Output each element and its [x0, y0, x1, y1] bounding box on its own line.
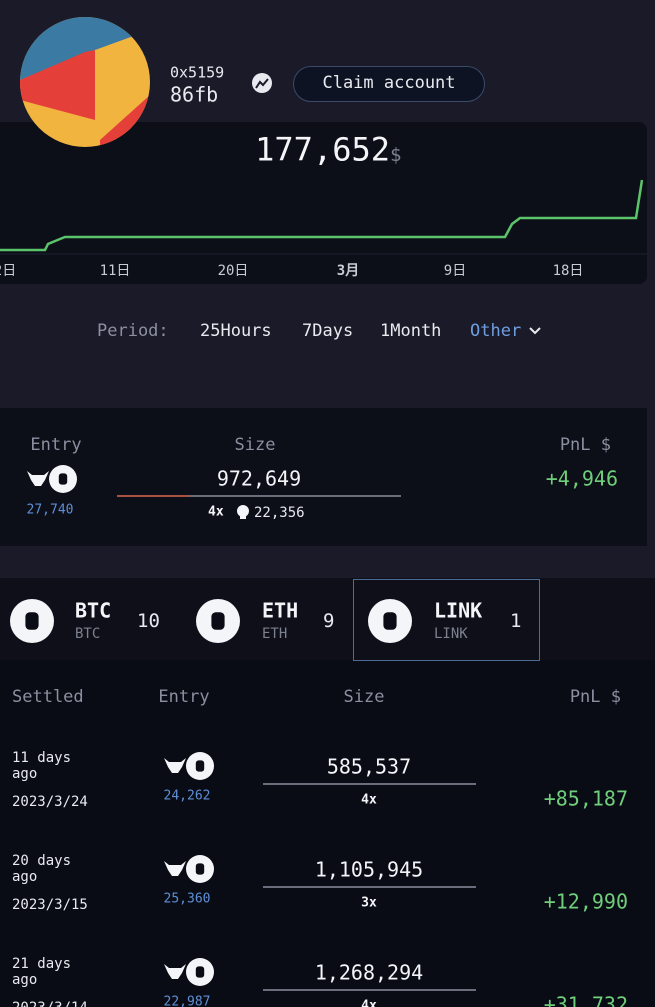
settled-date: 2023/3/15	[12, 896, 88, 913]
claim-button[interactable]	[293, 66, 485, 102]
position-panel	[0, 408, 647, 546]
address: 0x5159	[170, 63, 225, 82]
dropdown-caret	[529, 327, 541, 335]
tab-symbol[interactable]: LINK	[434, 598, 483, 623]
x-axis-label: 18日	[552, 262, 584, 279]
history-panel	[0, 660, 655, 1007]
bull-icon	[164, 861, 186, 876]
skull-jaw	[240, 515, 246, 519]
claim-account[interactable]: Claim account	[322, 73, 456, 94]
period-label: Period:	[97, 321, 169, 342]
coin-glyph	[25, 612, 39, 630]
pnl: +4,946	[545, 466, 618, 491]
pnl: +85,187	[543, 786, 628, 811]
entry-price: 24,262	[163, 788, 211, 804]
coin-glyph	[58, 473, 68, 485]
coin-glyph	[195, 966, 205, 978]
avatar	[20, 17, 150, 147]
x-axis-label: 2日	[0, 262, 17, 279]
position-size: 1,268,294	[314, 960, 424, 985]
column-header: Entry	[30, 435, 82, 456]
balance-unit: $	[390, 144, 402, 167]
x-axis-label: 11日	[99, 262, 131, 279]
balance: 177,652	[255, 130, 390, 169]
tab-name: BTC	[75, 625, 101, 642]
tab-count: 9	[323, 610, 335, 633]
coin-glyph	[211, 612, 225, 630]
leverage: 3x	[361, 895, 377, 911]
tabs-band	[0, 578, 655, 660]
leverage: 4x	[361, 998, 377, 1007]
entry-price: 25,360	[163, 891, 211, 907]
settled-ago: 11 days ago	[12, 750, 72, 783]
column-header: PnL $	[569, 687, 621, 708]
settled-ago: 21 days ago	[12, 956, 72, 989]
tab-count: 10	[137, 610, 160, 633]
x-axis-label: 20日	[217, 262, 249, 279]
coin-glyph	[195, 760, 205, 772]
skull-icon	[237, 505, 249, 517]
address: 86fb	[170, 82, 219, 107]
settled-ago: 20 days ago	[12, 853, 72, 886]
column-header: Settled	[12, 687, 84, 708]
tab-count: 1	[510, 610, 522, 633]
column-header: Size	[343, 687, 385, 708]
settled-date: 2023/3/14	[12, 1000, 88, 1007]
entry-price: 22,987	[163, 994, 211, 1007]
period-option[interactable]: 7Days	[302, 321, 354, 342]
column-header: PnL $	[559, 435, 611, 456]
period-option[interactable]: 25Hours	[200, 321, 272, 342]
tab-symbol[interactable]: BTC	[75, 598, 112, 623]
tab-name: LINK	[434, 625, 468, 642]
period-option[interactable]: 1Month	[380, 321, 442, 342]
entry-price: 27,740	[26, 502, 74, 518]
bull-icon	[27, 471, 49, 486]
link-tab[interactable]	[353, 579, 540, 661]
leverage: 4x	[361, 792, 377, 808]
bull-icon	[164, 964, 186, 979]
period-option[interactable]: Other	[470, 321, 522, 342]
pnl: +12,990	[543, 889, 628, 914]
bull-icon	[164, 758, 186, 773]
x-axis-label: 3月	[336, 262, 360, 279]
coin-glyph	[195, 863, 205, 875]
tab-name: ETH	[262, 625, 288, 642]
chart-panel	[0, 122, 647, 284]
chart-icon-glyph	[255, 78, 269, 89]
column-header: Size	[234, 435, 276, 456]
liquidation-price: 22,356	[254, 504, 305, 521]
settled-date: 2023/3/24	[12, 793, 88, 810]
position-size: 585,537	[326, 754, 412, 779]
position-size: 972,649	[216, 466, 302, 491]
balance-line	[0, 179, 644, 252]
column-header: Entry	[158, 687, 210, 708]
tab-symbol[interactable]: ETH	[262, 598, 299, 623]
x-axis-label: 9日	[443, 262, 467, 279]
leverage: 4x	[208, 504, 224, 520]
position-size: 1,105,945	[314, 857, 424, 882]
coin-glyph	[383, 612, 397, 630]
pnl: +31,732	[543, 992, 628, 1007]
